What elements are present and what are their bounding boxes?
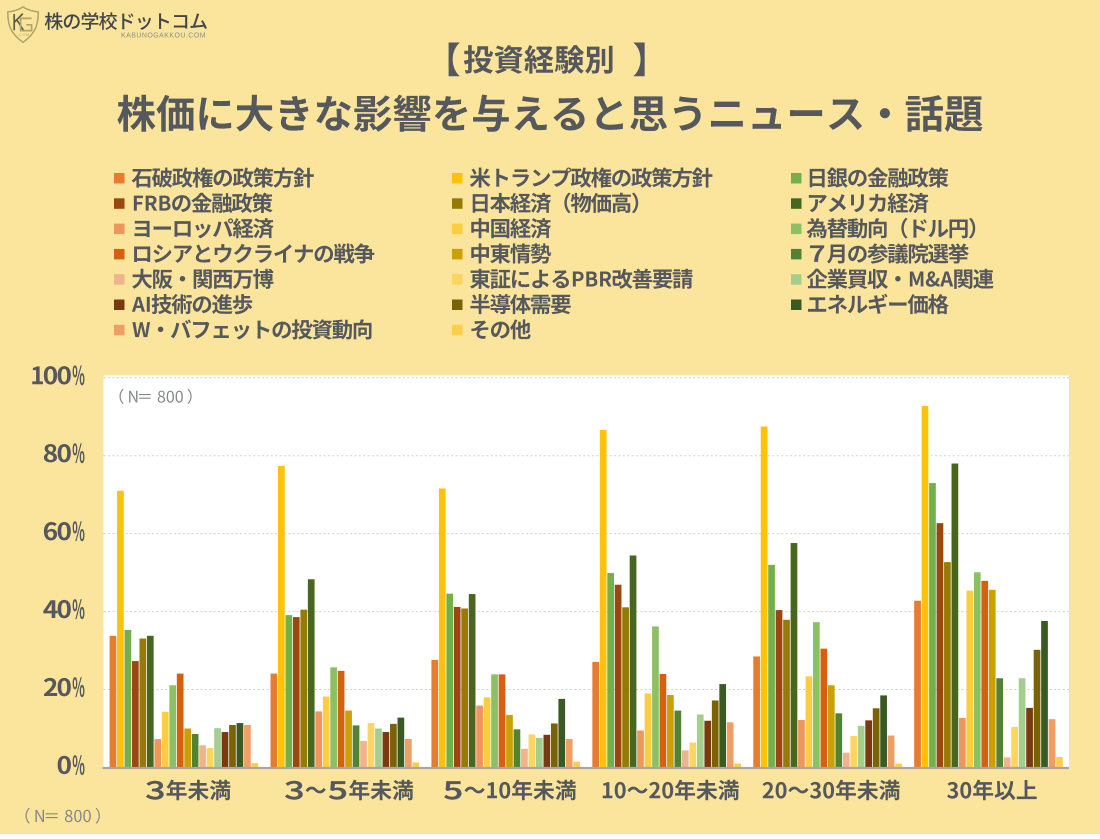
svg-text:KABUNOGAKKOU.COM: KABUNOGAKKOU.COM xyxy=(121,33,206,40)
svg-text:.COM: .COM xyxy=(18,33,30,37)
